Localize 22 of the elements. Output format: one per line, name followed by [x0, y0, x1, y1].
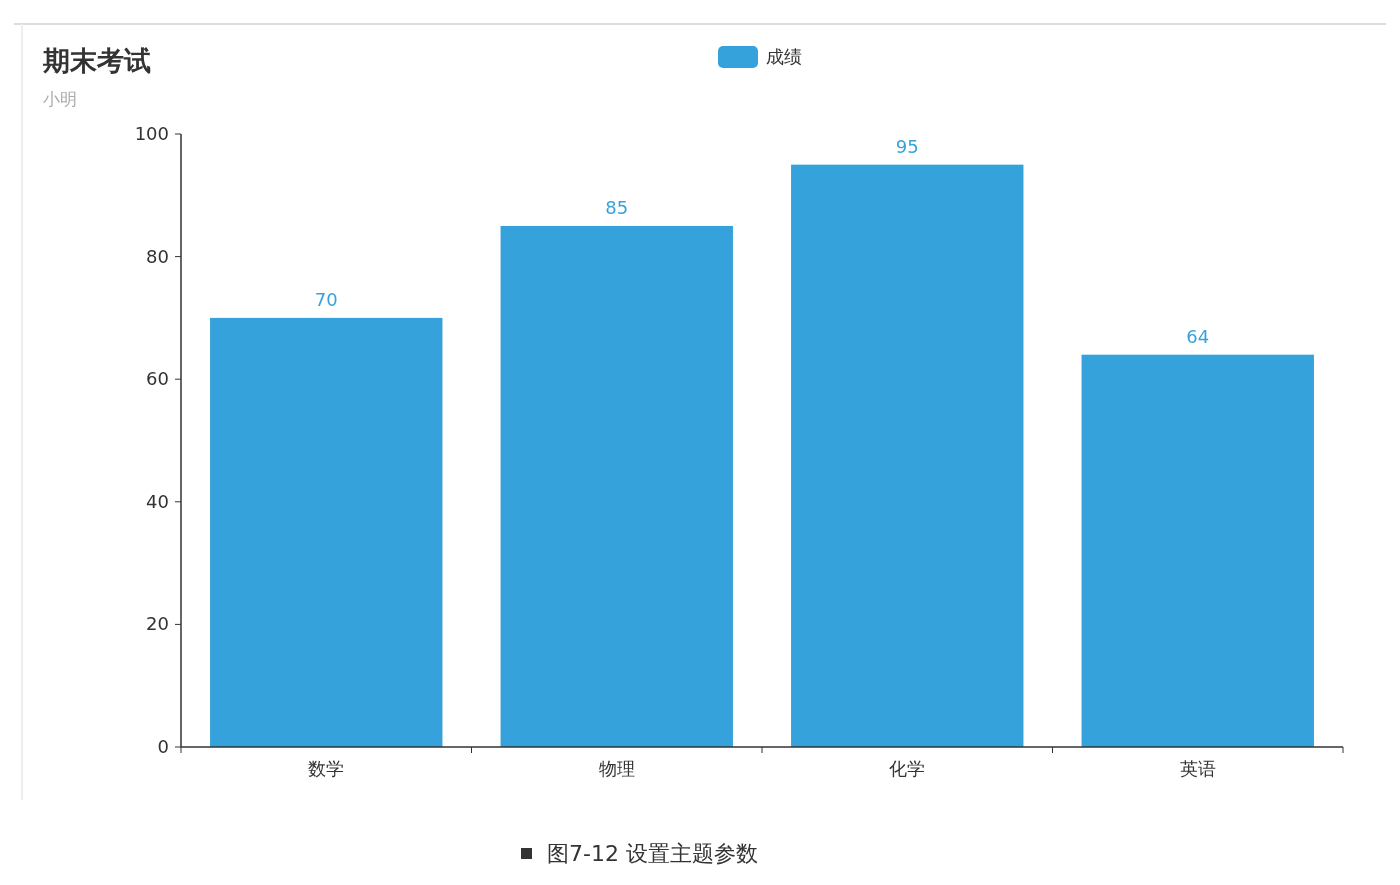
y-tick-label: 60: [146, 368, 169, 390]
x-tick-label: 物理: [598, 758, 635, 779]
chart-title: 期末考试: [42, 45, 151, 76]
y-tick-label: 80: [146, 245, 169, 267]
caption: 图7-12 设置主题参数: [547, 841, 758, 866]
y-tick-label: 100: [134, 123, 169, 144]
data-label: 85: [605, 196, 629, 218]
bar: [1081, 354, 1314, 747]
x-tick-label: 数学: [308, 758, 345, 779]
data-label: 95: [895, 135, 919, 157]
legend-label: 成绩: [766, 46, 802, 67]
bar: [500, 225, 733, 747]
bar: [791, 164, 1024, 747]
data-label: 64: [1186, 325, 1210, 347]
chart-subtitle: 小明: [43, 89, 77, 109]
y-tick-label: 20: [146, 613, 169, 635]
y-tick-label: 40: [146, 490, 169, 512]
x-tick-label: 化学: [889, 758, 926, 779]
y-tick-label: 0: [157, 736, 169, 757]
bar: [210, 317, 443, 747]
data-label: 70: [314, 288, 338, 310]
x-tick-label: 英语: [1179, 758, 1216, 779]
